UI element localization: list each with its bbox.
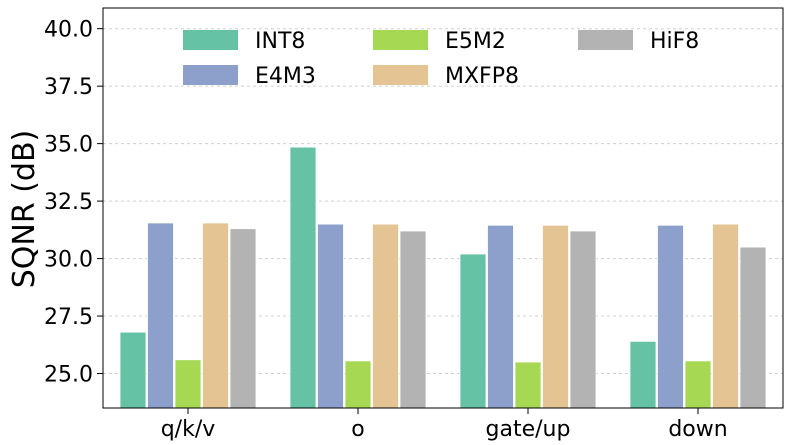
bar-e4m3-3 [657, 224, 684, 409]
y-axis-ticks: 25.0 27.5 30.0 32.5 35.0 37.5 40.0 [44, 18, 103, 388]
legend-item-mxfp8: MXFP8 [373, 64, 519, 89]
x-tick-label: down [668, 417, 727, 442]
y-tick-label: 32.5 [44, 190, 93, 215]
bar-int8-2 [459, 253, 487, 409]
legend-item-hif8: HiF8 [578, 29, 699, 54]
bar-int8-3 [629, 340, 657, 409]
bar-e5m2-3 [684, 360, 712, 409]
legend-swatch [183, 65, 238, 85]
legend-swatch [578, 30, 633, 50]
y-axis-label: SQNR (dB) [7, 130, 42, 289]
legend-item-e5m2: E5M2 [373, 29, 506, 54]
y-tick-label: 35.0 [44, 133, 93, 158]
bar-mxfp8-0 [202, 222, 229, 409]
y-tick-label: 37.5 [44, 75, 93, 100]
bar-mxfp8-2 [542, 224, 569, 409]
bar-e4m3-0 [147, 222, 174, 409]
bar-int8-0 [119, 331, 147, 409]
x-axis-ticks: q/k/v o gate/up down [161, 408, 728, 442]
legend-swatch [373, 30, 428, 50]
x-tick-label: q/k/v [161, 417, 216, 442]
y-tick-label: 25.0 [44, 363, 93, 388]
legend-swatch [373, 65, 428, 85]
legend-item-int8: INT8 [183, 29, 305, 54]
legend-item-e4m3: E4M3 [183, 64, 316, 89]
legend-label: HiF8 [650, 29, 699, 54]
bar-e4m3-1 [317, 223, 344, 409]
bar-e5m2-0 [174, 359, 202, 409]
legend-swatch [183, 30, 238, 50]
y-tick-label: 30.0 [44, 248, 93, 273]
legend: INT8 E4M3 E5M2 MXFP8 HiF8 [183, 29, 699, 89]
bar-mxfp8-1 [372, 223, 399, 409]
bar-hif8-0 [229, 228, 257, 409]
bar-hif8-1 [399, 230, 427, 409]
bars [119, 146, 767, 409]
x-tick-label: o [351, 417, 364, 442]
legend-label: E5M2 [445, 29, 506, 54]
bar-hif8-3 [739, 246, 767, 409]
legend-label: INT8 [255, 29, 305, 54]
y-tick-label: 27.5 [44, 305, 93, 330]
bar-e4m3-2 [487, 224, 514, 409]
bar-hif8-2 [569, 230, 597, 409]
bar-int8-1 [289, 146, 317, 409]
x-tick-label: gate/up [486, 417, 571, 442]
bar-e5m2-1 [344, 360, 372, 409]
legend-label: E4M3 [255, 64, 316, 89]
bar-mxfp8-3 [712, 223, 739, 409]
plot-frame [102, 7, 784, 409]
bar-e5m2-2 [514, 361, 542, 409]
legend-label: MXFP8 [445, 64, 519, 89]
y-tick-label: 40.0 [44, 18, 93, 43]
